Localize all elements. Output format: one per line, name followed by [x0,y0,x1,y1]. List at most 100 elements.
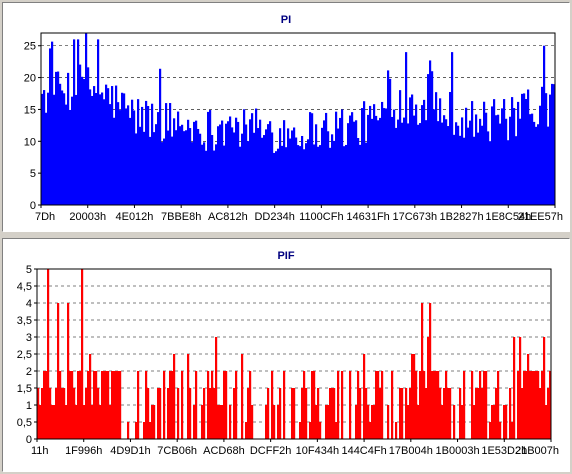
pi-bar [497,114,500,205]
pif-bar [229,405,232,439]
pif-bar [439,388,442,439]
pif-bar [549,371,552,439]
pi-bar [109,104,112,205]
pi-bar [339,117,342,205]
pif-bar [341,371,344,439]
pif-bar [431,371,434,439]
pi-bar [441,122,444,205]
pif-bar [209,388,212,439]
pi-bar [69,109,72,205]
pif-bar [373,405,376,439]
pif-bar [481,388,484,439]
pi-bar [117,102,120,205]
pi-bars [41,33,556,206]
pif-bar [169,371,172,439]
pi-bar [545,93,548,205]
pif-bar [319,422,322,439]
pi-bar [219,124,222,205]
pi-bar [177,111,180,205]
pif-chart-panel: PIF 0 0,5 1 1,5 2 2,5 3 3,5 4 4,5 5 11h 1F996h 4D9D1… [2,238,570,472]
pi-bar [275,151,278,205]
pi-x-tick-label: 1E8C54h [485,211,531,223]
pi-bar [161,142,164,205]
pif-bar [365,388,368,439]
pi-bar [503,99,506,205]
pi-bar [319,145,322,205]
pi-bar [389,78,392,205]
pif-y-tick-label: 0 [26,434,32,446]
pif-x-tick-label: 7CB06h [157,445,197,457]
pi-bar [425,120,428,205]
pif-y-tick-label: 0,5 [17,417,32,429]
pi-bar [485,112,488,205]
pi-bar [211,135,214,205]
pif-bar [547,388,550,439]
pi-bar [163,138,166,205]
pif-bar [79,371,82,439]
pif-y-tick-label: 4 [26,298,32,310]
pif-bar [497,371,500,439]
pi-bar [315,124,318,205]
pi-bar [475,114,478,205]
pi-bar [507,140,510,205]
pi-bar [255,108,258,205]
pi-bar [375,115,378,205]
pif-bar [251,405,254,439]
pi-bar [191,142,194,205]
pi-y-tick-label: 5 [30,168,36,180]
pi-bar [267,124,270,205]
pi-bar [159,68,162,205]
pi-bar [123,93,126,205]
pif-bar [135,422,138,439]
pi-bar [103,99,106,205]
pi-bar [413,115,416,205]
pi-bar [309,112,312,205]
pi-bar [511,97,514,205]
pif-bar [499,422,502,439]
pif-bar [67,303,70,439]
pif-bar [127,422,130,439]
pi-bar [547,126,550,205]
pi-bar [261,137,264,205]
pi-bar [351,112,354,205]
pi-bar [395,127,398,205]
pi-chart-panel: PI 0 5 10 15 20 25 7Dh 20003h 4E012h 7BBE8h AC812… [2,2,570,232]
pi-bar [515,136,518,205]
pif-bar [459,388,462,439]
pi-bar [49,48,52,205]
pif-bar [247,388,250,439]
pi-bar [273,152,276,205]
pif-bar [429,303,432,439]
pif-bar [369,422,372,439]
pif-bar [149,422,152,439]
pif-bar [211,371,214,439]
pif-bar [213,388,216,439]
pif-bar [177,388,180,439]
pi-bar [541,86,544,205]
pif-bar [241,354,244,439]
pi-bar [85,33,88,205]
pi-bar [373,104,376,205]
pi-bar [321,127,324,205]
pi-bar [55,71,58,205]
pi-bar [473,136,476,205]
pi-bar [437,121,440,205]
pi-bar [551,83,554,205]
pi-bar [521,93,524,205]
pif-bar [473,405,476,439]
pif-x-tick-label: 1B0003h [436,445,480,457]
pif-bar [159,388,162,439]
pi-bar [251,113,254,205]
pi-bar [369,105,372,205]
pi-bar [285,147,288,205]
pi-bar [455,122,458,205]
pi-bar [201,144,204,205]
pif-bar [511,422,514,439]
pi-bar [203,142,206,205]
pi-bar [53,94,56,205]
pi-bar [129,117,132,205]
pi-bar [415,104,418,205]
pif-bar [309,422,312,439]
pif-bar [279,388,282,439]
pi-bar [287,128,290,205]
